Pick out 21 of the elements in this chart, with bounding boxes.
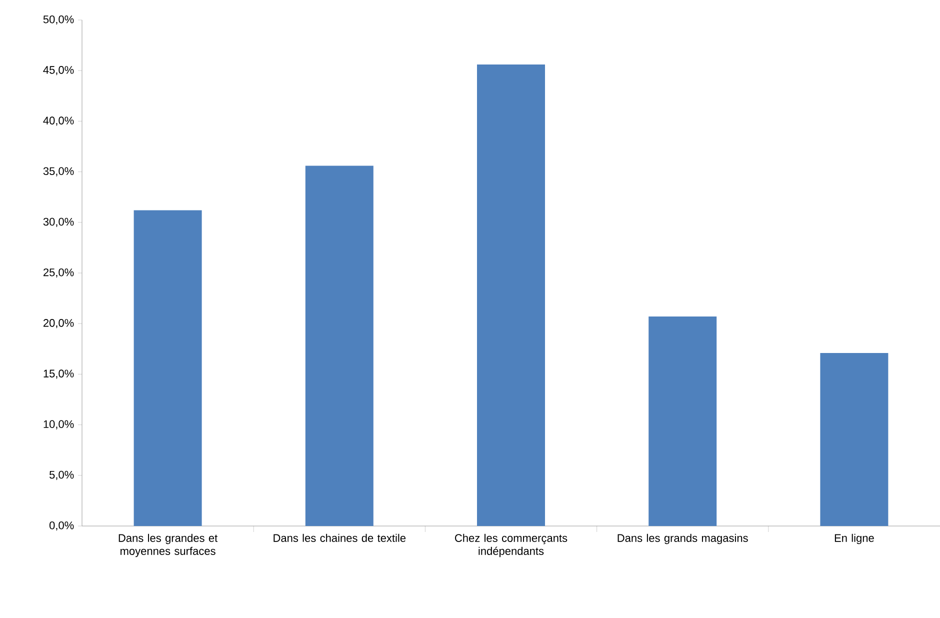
y-tick-label: 25,0% [43,268,74,278]
x-tick-label: Dans les grandes et moyennes surfaces [118,534,218,558]
y-tick-label: 20,0% [43,319,74,328]
x-tick-label: Chez les commerçants indépendants [455,534,568,558]
y-tick-label: 10,0% [44,420,74,430]
y-tick-label: 40,0% [43,116,74,126]
bar [648,316,717,526]
bar [820,352,888,526]
y-tick-label: 5,0% [50,470,74,480]
x-tick-label: Dans les chaines de textile [274,534,406,542]
bar [305,166,374,526]
y-tick-label: 35,0% [43,167,74,176]
y-tick-label: 50,0% [43,15,74,25]
x-tick-label: En ligne [834,534,874,544]
y-tick-label: 0,0% [50,521,74,531]
bar [477,64,546,526]
y-tick-label: 30,0% [43,218,74,227]
y-tick-label: 15,0% [44,370,74,379]
x-tick-label: Dans les grands magasins [618,534,748,544]
y-tick-label: 45,0% [43,66,74,76]
bar [134,210,202,526]
